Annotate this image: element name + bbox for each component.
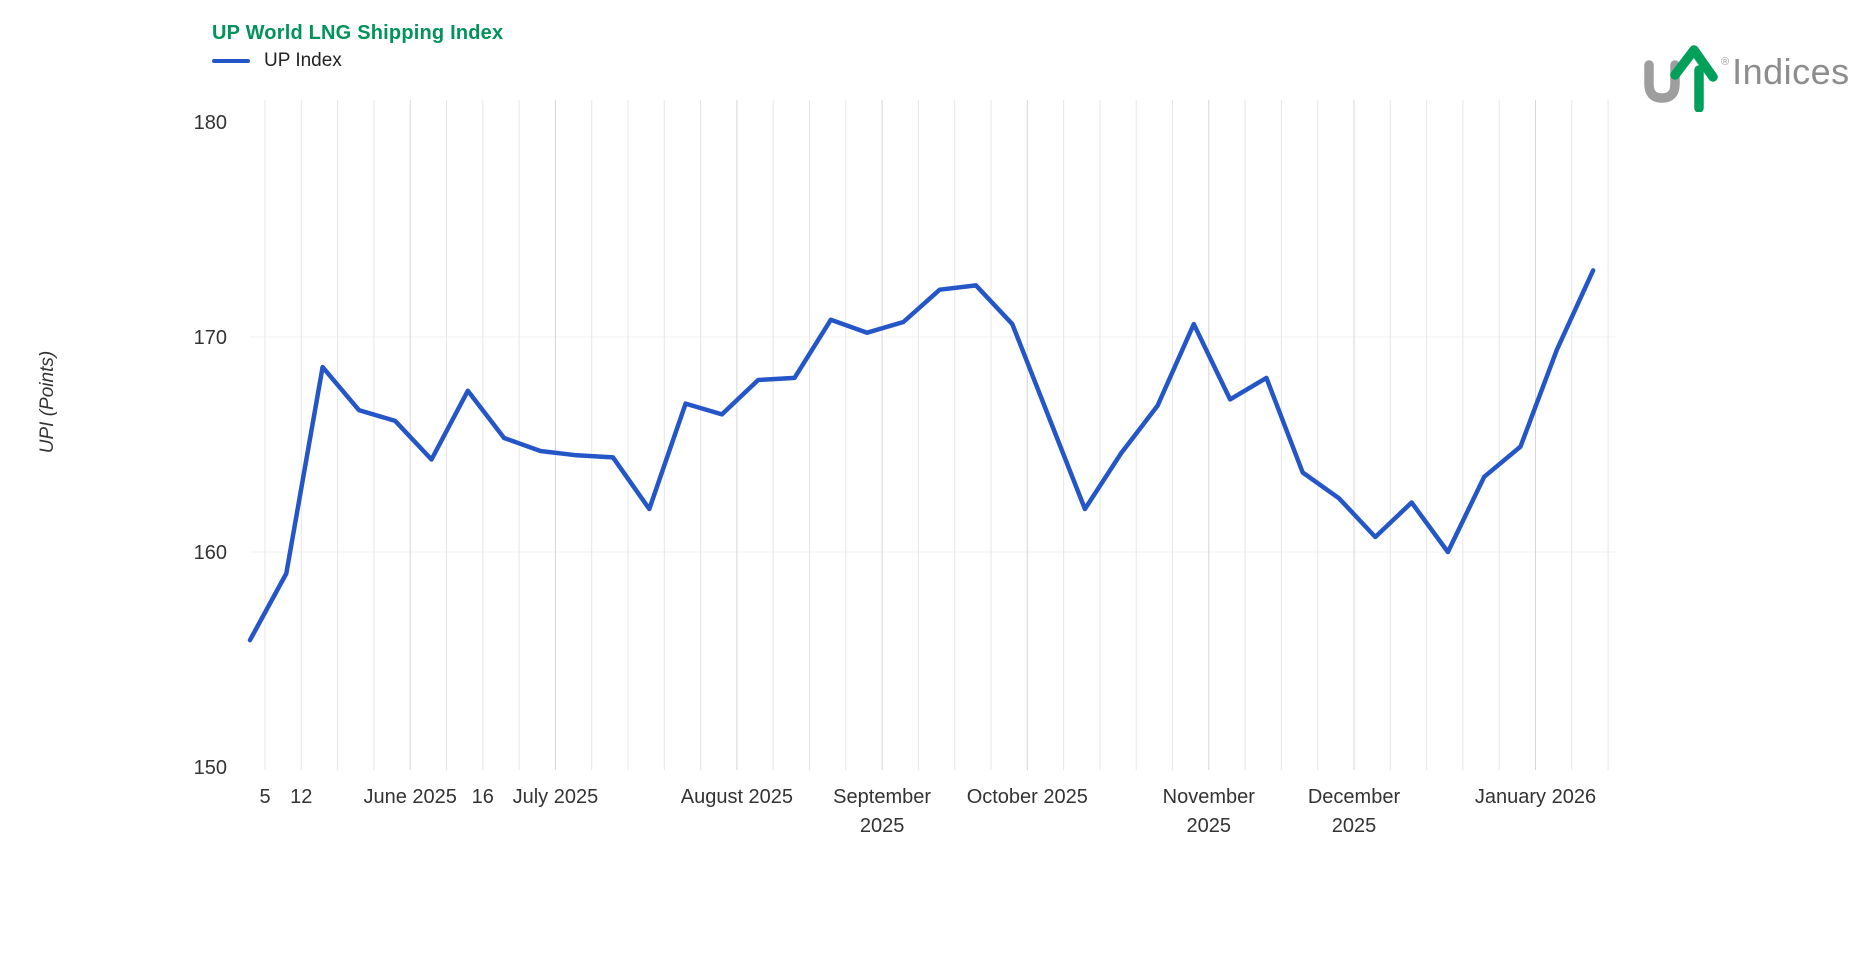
legend-line-marker [212,59,250,63]
x-tick-label: October 2025 [967,786,1088,808]
legend-item-up-index[interactable]: UP Index [212,50,342,72]
x-tick-label: September 2025 [833,786,931,837]
y-tick-label: 160 [194,542,227,564]
x-tick-label: July 2025 [513,786,599,808]
x-tick-label: 16 [472,786,494,808]
legend-label: UP Index [264,50,342,71]
x-tick-label: December 2025 [1308,786,1401,837]
x-tick-label: 12 [290,786,312,808]
logo-brand-text: Indices [1732,51,1850,92]
y-tick-label: 170 [194,327,227,349]
x-tick-label: August 2025 [681,786,793,808]
x-tick-label: June 2025 [363,786,456,808]
up-logo-mark [1644,45,1718,112]
up-index-series-line [247,268,1596,643]
x-tick-label: January 2026 [1475,786,1596,808]
chart-title: UP World LNG Shipping Index [212,22,504,44]
y-tick-label: 180 [194,112,227,134]
up-indices-logo: ® Indices [1642,32,1850,112]
logo-u-glyph [1644,60,1680,103]
x-tick-label: November 2025 [1163,786,1256,837]
registered-trademark-symbol: ® [1721,56,1730,68]
x-tick-label: 5 [259,786,270,808]
logo-arrow-head [1670,45,1718,82]
y-tick-label: 150 [194,757,227,779]
